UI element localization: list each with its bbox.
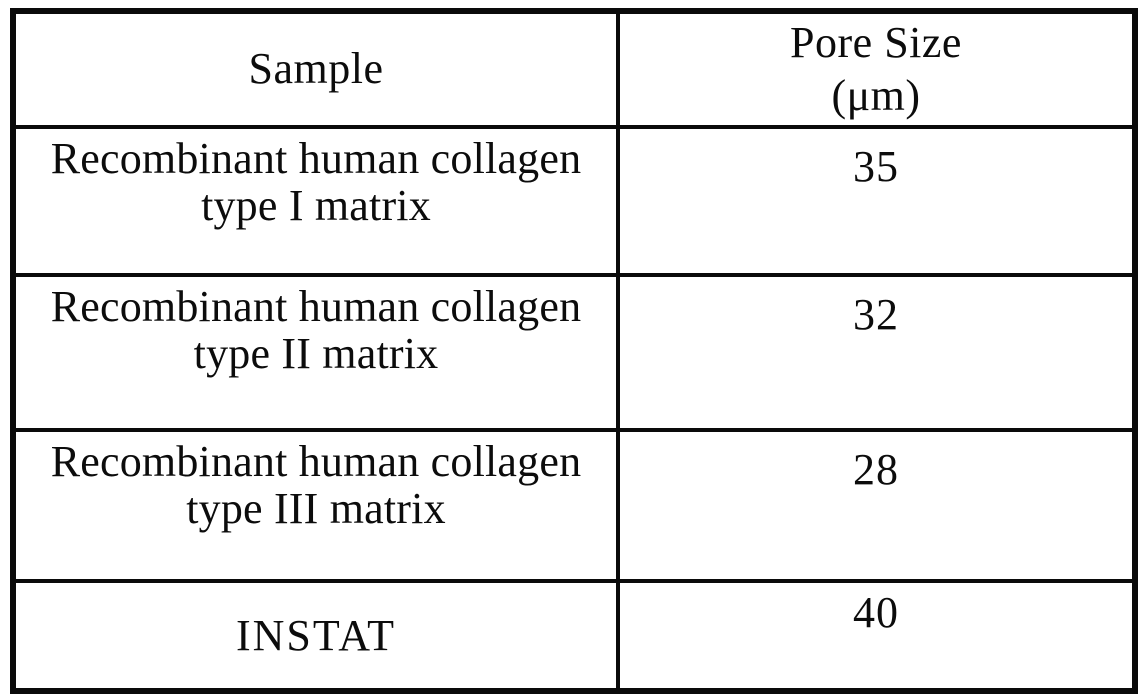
sample-cell: Recombinant human collagen type III matr… — [11, 428, 620, 583]
sample-cell: INSTAT — [11, 579, 620, 693]
pore-size-cell: 40 — [616, 579, 1137, 693]
sample-cell: Recombinant human collagen type II matri… — [11, 273, 620, 432]
table-row: Recombinant human collagen type II matri… — [11, 273, 1137, 432]
table-header-row: Sample Pore Size (μm) — [11, 9, 1137, 129]
header-sample-cell: Sample — [11, 9, 620, 129]
table-row: INSTAT 40 — [11, 579, 1137, 693]
pore-size-cell: 32 — [616, 273, 1137, 432]
table-row: Recombinant human collagen type III matr… — [11, 428, 1137, 583]
table-row: Recombinant human collagen type I matrix… — [11, 125, 1137, 277]
sample-cell: Recombinant human collagen type I matrix — [11, 125, 620, 277]
header-pore-size-unit: (μm) — [831, 70, 921, 120]
pore-size-cell: 28 — [616, 428, 1137, 583]
pore-size-cell: 35 — [616, 125, 1137, 277]
pore-size-table: Sample Pore Size (μm) Recombinant human … — [10, 8, 1138, 694]
header-pore-size-label: Pore Size — [790, 17, 962, 67]
header-pore-size-cell: Pore Size (μm) — [616, 9, 1137, 129]
